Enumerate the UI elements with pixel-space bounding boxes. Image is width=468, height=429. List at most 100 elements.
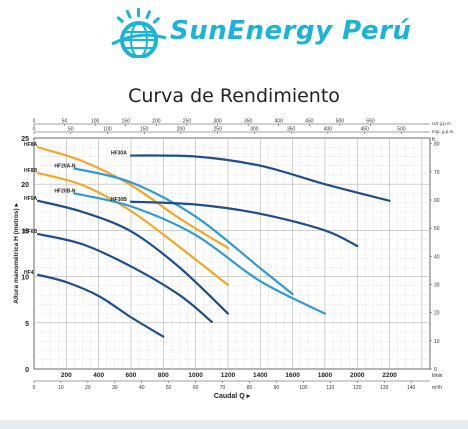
right-tick-label: 40 xyxy=(434,254,440,260)
curve-hf6b xyxy=(36,232,213,323)
curve-hf8b xyxy=(36,172,230,287)
top-tick-label: 500 xyxy=(336,119,345,125)
x-tick-label: 2000 xyxy=(350,372,365,379)
m3-tick-label: 60 xyxy=(193,385,199,391)
chart-title: Curva de Rendimiento xyxy=(128,85,340,107)
top-tick-label: 50 xyxy=(62,119,68,125)
top-tick-label: 450 xyxy=(305,119,314,125)
x-tick-label: 1000 xyxy=(188,372,203,379)
m3-tick-label: 0 xyxy=(33,385,36,391)
series-label-hf30a: HF30A xyxy=(111,151,127,157)
series-label-hf20a-n: HF20A-N xyxy=(54,163,76,169)
top-tick-label: 250 xyxy=(183,119,192,125)
chart-grid xyxy=(33,137,431,370)
top-tick-label: 0 xyxy=(33,119,36,125)
m3-tick-label: 20 xyxy=(85,385,91,391)
y-tick-label: 0 xyxy=(25,367,29,374)
series-label-hf20b-n: HF20B-N xyxy=(54,188,76,194)
sun-globe-icon xyxy=(111,8,167,58)
series-label-hf5a: HF5A xyxy=(24,196,37,202)
curve-hf30a xyxy=(129,154,391,202)
top-tick-label: 100 xyxy=(91,119,100,125)
x-unit-label: l/min xyxy=(432,373,443,379)
m3-tick-label: 100 xyxy=(299,385,308,391)
top-tick-label: 50 xyxy=(68,127,74,133)
m3-tick-label: 40 xyxy=(139,385,145,391)
m3-tick-label: 80 xyxy=(247,385,253,391)
chart-curves xyxy=(36,146,391,338)
y-tick-label: 15 xyxy=(21,228,29,235)
right-unit-label: ft xyxy=(432,137,435,143)
plot-area xyxy=(33,137,431,370)
y-tick-label: 5 xyxy=(25,321,29,328)
x-axis-title: Caudal Q ▸ xyxy=(214,393,251,400)
footer-bar xyxy=(0,420,468,429)
series-label-hf8b: HF8B xyxy=(24,168,37,174)
series-label-hf4: HF4 xyxy=(24,270,34,276)
brand-name: SunEnergy Perú xyxy=(170,16,412,46)
right-tick-label: 60 xyxy=(434,198,440,204)
top-tick-label: 150 xyxy=(140,127,149,133)
curve-hf8a xyxy=(36,146,230,250)
x-tick-label: 200 xyxy=(61,372,72,379)
curve-hf4 xyxy=(36,273,165,338)
top-tick-label: 400 xyxy=(275,119,284,125)
right-tick-label: 20 xyxy=(434,311,440,317)
right-tick-label: 10 xyxy=(434,339,440,345)
chart-labels: HF8A HF8B HF20A-N HF20B-N HF30A HF30B HF5A HF6B… xyxy=(24,142,127,276)
m3-tick-label: 130 xyxy=(380,385,389,391)
x-tick-label: 600 xyxy=(126,372,137,379)
series-label-hf6b: HF6B xyxy=(24,229,37,235)
y-tick-label: 25 xyxy=(21,136,29,143)
top-unit-label: Imp. g.p.m. xyxy=(432,129,455,134)
curve-hf30b xyxy=(129,200,359,248)
x-tick-label: 400 xyxy=(93,372,104,379)
top-tick-label: 200 xyxy=(152,119,161,125)
x-tick-label: 2200 xyxy=(382,372,397,379)
x-tick-label: 1800 xyxy=(318,372,333,379)
top-tick-label: 350 xyxy=(244,119,253,125)
y-tick-label: 10 xyxy=(21,275,29,282)
top-tick-label: 500 xyxy=(397,127,406,133)
m3-tick-label: 10 xyxy=(58,385,64,391)
m3-tick-label: 110 xyxy=(326,385,334,391)
series-label-hf8a: HF8A xyxy=(24,142,37,148)
top-unit-label: US g.p.m. xyxy=(432,121,452,126)
m3-tick-label: 120 xyxy=(353,385,362,391)
right-tick-label: 70 xyxy=(434,170,440,176)
header: SunEnergy Perú xyxy=(0,0,468,70)
top-tick-label: 200 xyxy=(177,127,186,133)
curve-hf5a xyxy=(36,199,230,315)
right-tick-label: 0 xyxy=(434,367,437,373)
top-tick-label: 350 xyxy=(287,127,296,133)
y-axis-title: Altura manométrica H (metros) ▸ xyxy=(13,203,20,304)
top-tick-label: 300 xyxy=(250,127,259,133)
x-tick-label: 1400 xyxy=(253,372,268,379)
right-tick-label: 30 xyxy=(434,283,440,289)
m3-tick-label: 140 xyxy=(407,385,416,391)
right-tick-label: 80 xyxy=(434,142,440,148)
top-tick-label: 150 xyxy=(122,119,131,125)
x-tick-label: 1600 xyxy=(285,372,300,379)
top-tick-label: 550 xyxy=(366,119,375,125)
m3-tick-label: 90 xyxy=(274,385,280,391)
x-tick-label: 1200 xyxy=(221,372,236,379)
curve-hf20a-n xyxy=(73,167,294,296)
curve-hf20b-n xyxy=(73,192,327,315)
series-label-hf30b: HF30B xyxy=(111,197,127,203)
top-tick-label: 250 xyxy=(214,127,223,133)
m3-tick-label: 30 xyxy=(112,385,118,391)
m3-tick-label: 70 xyxy=(220,385,226,391)
top-tick-label: 100 xyxy=(103,127,112,133)
y-tick-label: 20 xyxy=(21,182,29,189)
top-tick-label: 300 xyxy=(213,119,222,125)
x-tick-label: 800 xyxy=(158,372,169,379)
top-tick-label: 400 xyxy=(324,127,333,133)
m3-tick-label: 50 xyxy=(166,385,172,391)
m3-unit-label: m³/h xyxy=(432,385,442,391)
top-tick-label: 0 xyxy=(33,127,36,133)
right-tick-label: 50 xyxy=(434,226,440,232)
top-tick-label: 450 xyxy=(360,127,369,133)
